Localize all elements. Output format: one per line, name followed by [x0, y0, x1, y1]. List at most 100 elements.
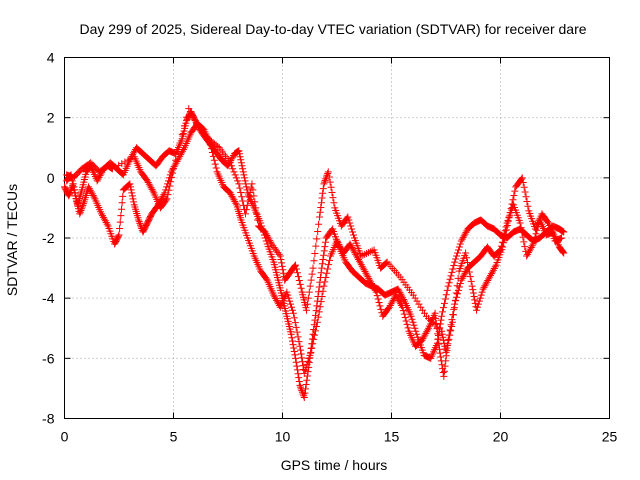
- point-marker: [400, 295, 408, 303]
- point-marker: [163, 195, 171, 203]
- point-marker: [297, 346, 305, 354]
- point-marker: [312, 327, 320, 335]
- point-marker: [317, 203, 325, 211]
- point-marker: [103, 220, 111, 228]
- point-marker: [309, 340, 317, 348]
- y-tick-labels: -8 -6 -4 -2 0 2 4: [42, 50, 55, 427]
- point-marker: [275, 250, 283, 258]
- point-marker: [118, 199, 126, 207]
- point-marker: [402, 317, 410, 325]
- y-tick-label: 2: [47, 110, 55, 126]
- point-marker: [450, 304, 458, 312]
- point-marker: [295, 277, 303, 285]
- point-marker: [254, 216, 262, 224]
- point-marker: [297, 350, 305, 358]
- point-marker: [439, 369, 447, 377]
- point-marker: [444, 282, 452, 290]
- point-marker: [136, 219, 144, 227]
- point-marker: [253, 210, 261, 218]
- point-marker: [79, 201, 87, 209]
- point-marker: [290, 314, 298, 322]
- point-marker: [300, 369, 308, 377]
- point-marker: [295, 378, 303, 386]
- point-marker: [559, 248, 567, 256]
- point-marker: [178, 130, 186, 138]
- point-marker: [114, 232, 122, 240]
- point-marker: [127, 183, 135, 191]
- point-marker: [227, 162, 235, 170]
- point-marker: [325, 261, 333, 269]
- point-marker: [168, 173, 176, 181]
- point-marker: [165, 186, 173, 194]
- point-marker: [445, 335, 453, 343]
- point-marker: [315, 220, 323, 228]
- point-marker: [438, 327, 446, 335]
- point-marker: [441, 295, 449, 303]
- point-marker: [424, 326, 432, 334]
- point-marker: [324, 265, 332, 273]
- point-marker: [276, 252, 284, 260]
- point-marker: [303, 360, 311, 368]
- point-marker: [67, 187, 75, 195]
- point-marker: [290, 347, 298, 355]
- point-marker: [297, 383, 305, 391]
- point-marker: [278, 259, 286, 267]
- point-marker: [115, 161, 123, 169]
- point-marker: [295, 338, 303, 346]
- point-marker: [407, 312, 415, 320]
- point-marker: [522, 193, 530, 201]
- point-marker: [329, 194, 337, 202]
- point-marker: [435, 345, 443, 353]
- point-marker: [172, 156, 180, 164]
- point-marker: [409, 318, 417, 326]
- point-marker: [456, 240, 464, 248]
- point-marker: [292, 261, 300, 269]
- point-marker: [501, 234, 509, 242]
- point-marker: [330, 199, 338, 207]
- point-marker: [348, 225, 356, 233]
- point-marker: [308, 270, 316, 278]
- point-marker: [238, 162, 246, 170]
- point-marker: [321, 243, 329, 251]
- point-marker: [310, 257, 318, 265]
- point-marker: [350, 231, 358, 239]
- point-marker: [293, 362, 301, 370]
- point-marker: [415, 300, 423, 308]
- point-marker: [451, 258, 459, 266]
- point-marker: [440, 304, 448, 312]
- point-marker: [210, 156, 218, 164]
- point-marker: [128, 192, 136, 200]
- point-marker: [126, 180, 134, 188]
- point-marker: [455, 243, 463, 251]
- point-marker: [293, 269, 301, 277]
- point-marker: [116, 218, 124, 226]
- point-marker: [470, 292, 478, 300]
- point-marker: [319, 185, 327, 193]
- point-marker: [397, 301, 405, 309]
- point-marker: [291, 351, 299, 359]
- point-marker: [439, 333, 447, 341]
- point-marker: [316, 303, 324, 311]
- point-marker: [322, 274, 330, 282]
- point-marker: [544, 218, 552, 226]
- point-marker: [376, 302, 384, 310]
- point-marker: [441, 362, 449, 370]
- point-marker: [421, 309, 429, 317]
- point-marker: [436, 349, 444, 357]
- point-marker: [398, 303, 406, 311]
- point-marker: [507, 204, 515, 212]
- point-marker: [127, 186, 135, 194]
- point-marker: [301, 366, 309, 374]
- point-marker: [300, 393, 308, 401]
- point-marker: [116, 225, 124, 233]
- point-marker: [374, 295, 382, 303]
- point-marker: [115, 231, 123, 239]
- point-marker: [149, 187, 157, 195]
- point-marker: [521, 188, 529, 196]
- point-marker: [290, 344, 298, 352]
- point-marker: [279, 266, 287, 274]
- point-marker: [170, 165, 177, 173]
- point-marker: [419, 306, 427, 314]
- point-marker: [500, 239, 508, 247]
- point-marker: [518, 228, 526, 236]
